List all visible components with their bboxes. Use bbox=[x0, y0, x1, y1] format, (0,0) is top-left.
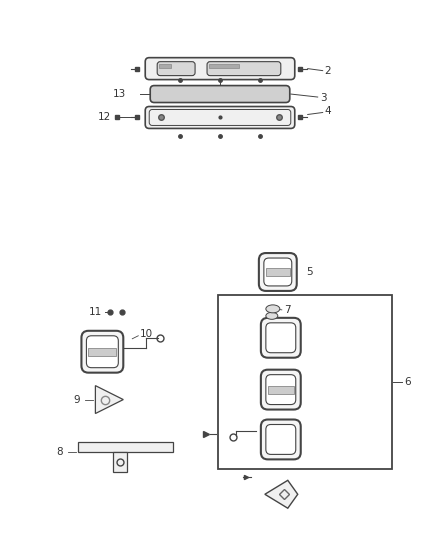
Text: 12: 12 bbox=[97, 112, 111, 123]
Bar bbox=[88, 348, 117, 356]
FancyBboxPatch shape bbox=[266, 424, 296, 455]
FancyBboxPatch shape bbox=[259, 253, 297, 291]
FancyBboxPatch shape bbox=[261, 318, 301, 358]
FancyBboxPatch shape bbox=[261, 419, 301, 459]
Polygon shape bbox=[265, 480, 298, 508]
Polygon shape bbox=[95, 385, 124, 414]
FancyBboxPatch shape bbox=[261, 370, 301, 409]
Text: 6: 6 bbox=[404, 377, 411, 387]
Bar bbox=[78, 442, 173, 453]
Text: 11: 11 bbox=[88, 307, 102, 317]
Ellipse shape bbox=[266, 305, 280, 313]
Text: 3: 3 bbox=[320, 93, 326, 103]
Bar bbox=[268, 385, 294, 393]
FancyBboxPatch shape bbox=[264, 258, 292, 286]
FancyBboxPatch shape bbox=[81, 331, 124, 373]
Text: 13: 13 bbox=[112, 89, 126, 99]
Bar bbox=[113, 453, 127, 472]
Text: 2: 2 bbox=[325, 66, 331, 76]
FancyBboxPatch shape bbox=[157, 62, 195, 76]
Text: 1: 1 bbox=[217, 93, 223, 102]
Text: 10: 10 bbox=[140, 329, 153, 339]
FancyBboxPatch shape bbox=[150, 86, 290, 102]
FancyBboxPatch shape bbox=[266, 323, 296, 353]
Text: 8: 8 bbox=[57, 447, 63, 457]
Ellipse shape bbox=[266, 312, 278, 319]
Bar bbox=[218, 295, 392, 470]
Bar bbox=[159, 63, 171, 68]
FancyBboxPatch shape bbox=[266, 375, 296, 405]
Text: 7: 7 bbox=[284, 305, 290, 315]
Text: 4: 4 bbox=[325, 107, 331, 117]
Text: 9: 9 bbox=[74, 394, 80, 405]
FancyBboxPatch shape bbox=[207, 62, 281, 76]
Bar bbox=[266, 268, 290, 276]
Text: 5: 5 bbox=[306, 267, 312, 277]
FancyBboxPatch shape bbox=[145, 58, 295, 79]
Bar bbox=[209, 63, 239, 68]
FancyBboxPatch shape bbox=[86, 336, 118, 368]
FancyBboxPatch shape bbox=[145, 107, 295, 128]
